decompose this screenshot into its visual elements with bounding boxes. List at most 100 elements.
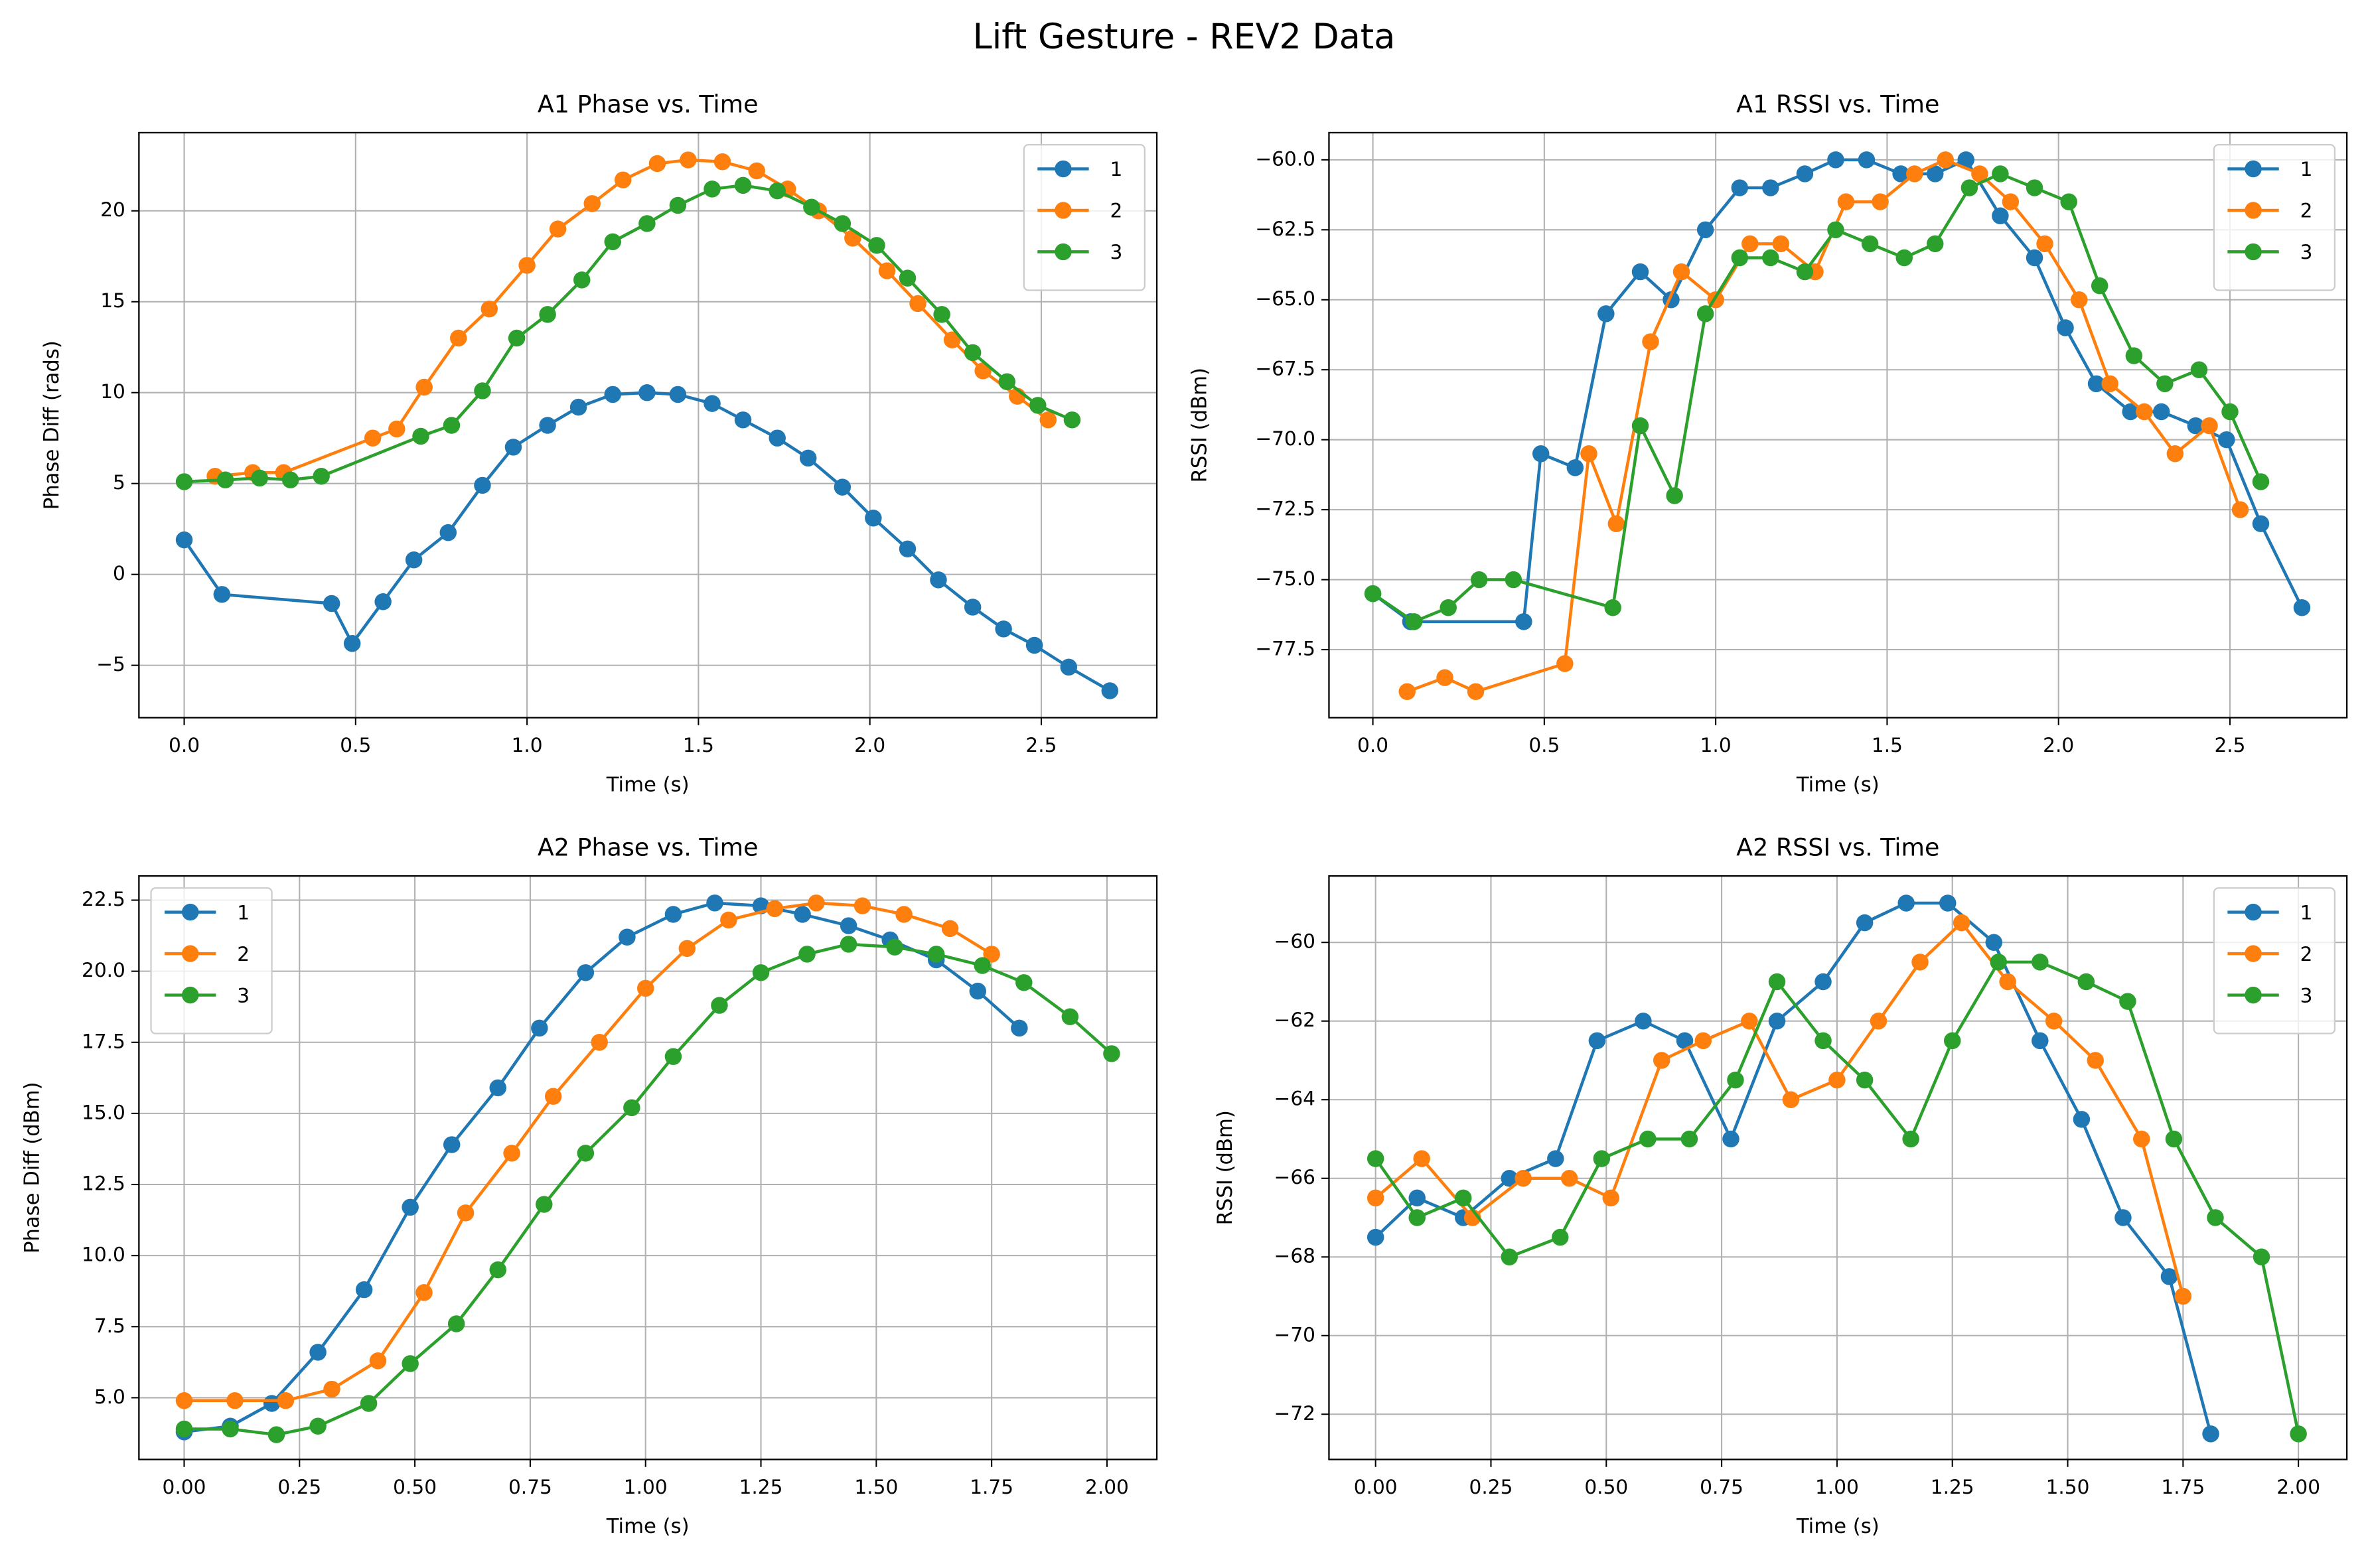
data-point [648, 155, 666, 173]
subplot-title: A2 Phase vs. Time [538, 833, 759, 862]
data-point [323, 1380, 340, 1398]
data-point [2252, 473, 2270, 490]
data-point [415, 378, 433, 396]
data-point [2253, 1248, 2270, 1265]
data-point [1602, 1189, 1619, 1207]
x-tick-label: 2.00 [1085, 1476, 1129, 1498]
data-point [1631, 417, 1649, 435]
data-point [1741, 1013, 1758, 1030]
y-tick-label: −70 [1274, 1323, 1315, 1346]
y-tick-label: −64 [1274, 1088, 1315, 1110]
legend-box [2213, 887, 2336, 1034]
data-point [1762, 249, 1779, 267]
data-point [374, 593, 392, 610]
y-axis-label: RSSI (dBm) [1189, 368, 1212, 482]
data-point [1440, 599, 1457, 616]
data-point [2160, 1268, 2178, 1285]
data-point [364, 429, 382, 447]
data-point [175, 473, 193, 490]
x-tick-label: 0.00 [1354, 1476, 1398, 1498]
data-point [1961, 179, 1978, 196]
data-point [1680, 1130, 1698, 1148]
legend-marker [2245, 160, 2262, 178]
data-point [798, 946, 816, 963]
data-point [1060, 658, 1078, 676]
x-tick-label: 0.0 [169, 734, 200, 756]
data-point [711, 997, 728, 1014]
y-tick-label: 5.0 [94, 1386, 125, 1408]
data-point [1828, 1071, 1846, 1089]
data-point [1653, 1052, 1670, 1069]
x-tick-label: 1.5 [1872, 734, 1903, 756]
data-point [2290, 1425, 2307, 1443]
data-point [474, 476, 491, 494]
data-point [1604, 599, 1621, 616]
data-point [680, 151, 697, 169]
data-layer [175, 894, 1120, 1443]
y-tick-label: 15 [100, 289, 125, 312]
data-point [1892, 165, 1909, 182]
legend-marker [181, 986, 199, 1004]
x-tick-label: 1.0 [1700, 734, 1732, 756]
legend-marker [181, 945, 199, 962]
data-point [1971, 165, 1988, 182]
data-point [474, 382, 491, 399]
y-tick-label: −75.0 [1255, 567, 1315, 590]
legend-label: 3 [1110, 241, 1123, 263]
data-point [2119, 993, 2136, 1010]
data-point [2045, 1013, 2063, 1030]
data-point [623, 1099, 640, 1117]
data-point [1367, 1150, 1384, 1167]
data-point [531, 1019, 548, 1037]
legend-box [2213, 143, 2336, 291]
data-point [583, 195, 601, 212]
data-point [309, 1417, 327, 1435]
y-axis-label: Phase Diff (rads) [40, 340, 64, 510]
data-point [481, 300, 498, 318]
data-point [1455, 1189, 1472, 1207]
data-point [2207, 1209, 2224, 1226]
data-point [2174, 1287, 2192, 1305]
data-point [604, 233, 621, 251]
data-point [868, 237, 885, 254]
data-point [1895, 249, 1913, 267]
y-tick-label: 0 [113, 562, 125, 585]
data-point [2026, 249, 2043, 267]
data-point [933, 306, 950, 323]
data-point [614, 171, 632, 188]
data-point [886, 938, 903, 956]
data-point [1039, 411, 1057, 429]
data-point [2218, 431, 2235, 449]
data-point [1666, 487, 1683, 504]
x-tick-label: 1.00 [1815, 1476, 1859, 1498]
data-point [1827, 151, 1844, 169]
x-axis-label: Time (s) [606, 1515, 690, 1538]
y-tick-label: −68 [1274, 1245, 1315, 1267]
data-point [2077, 973, 2095, 991]
data-point [1413, 1150, 1430, 1167]
data-point [2136, 403, 2153, 421]
y-tick-label: 17.5 [82, 1030, 125, 1052]
y-tick-label: −72.5 [1255, 498, 1315, 520]
legend-label: 2 [237, 943, 250, 965]
data-point [853, 897, 871, 914]
data-point [899, 540, 917, 558]
data-point [734, 411, 752, 429]
legend-marker [2245, 903, 2262, 921]
data-point [2032, 1032, 2049, 1050]
data-point [175, 1391, 193, 1409]
data-point [964, 599, 982, 616]
x-axis-label: Time (s) [1796, 1515, 1880, 1538]
data-point [1470, 571, 1488, 589]
data-point [1398, 683, 1416, 701]
data-point [1063, 411, 1081, 429]
data-point [267, 1426, 285, 1443]
data-point [1872, 193, 1889, 210]
axes-frame [1328, 875, 2348, 1461]
data-point [313, 467, 330, 485]
y-tick-label: −65.0 [1255, 287, 1315, 310]
y-tick-label: −62.5 [1255, 218, 1315, 240]
data-point [2087, 1052, 2104, 1069]
data-point [840, 936, 857, 953]
legend-marker [1055, 160, 1072, 178]
